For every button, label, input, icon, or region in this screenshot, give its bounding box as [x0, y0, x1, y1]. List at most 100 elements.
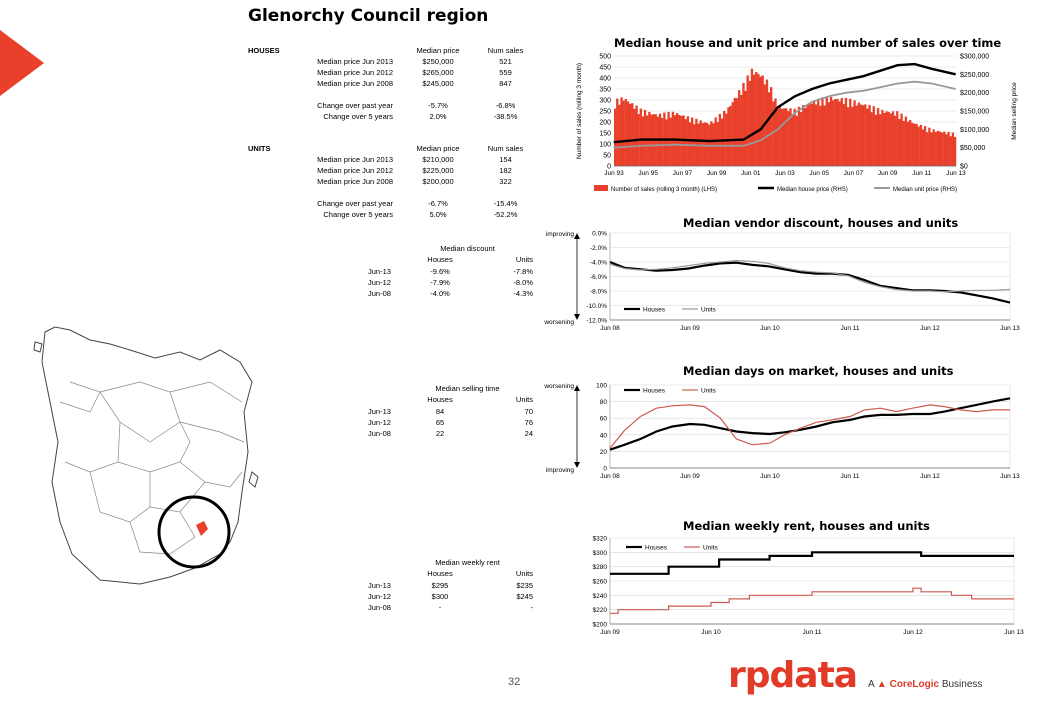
sales-bar	[941, 132, 944, 166]
sales-bar	[827, 102, 831, 166]
y2-tick-label: $100,000	[960, 127, 989, 134]
sales-bar	[789, 108, 792, 166]
sales-bar	[847, 107, 850, 166]
legend-label-units: Units	[701, 307, 717, 314]
houses-row-value1: $250,000	[422, 57, 454, 66]
selling_time_table-row-label: Jun-12	[368, 418, 391, 427]
selling-time-table: Median selling time Houses Units Jun-13 84 70…	[360, 383, 535, 443]
discount_table-row-label: Jun-08	[368, 289, 391, 298]
legend-label-sales: Number of sales (rolling 3 month) (LHS)	[611, 187, 717, 193]
y-tick-label: $280	[593, 564, 608, 571]
selling_time_table-row-value2: 24	[524, 429, 533, 438]
y-tick-label: -2.0%	[590, 245, 607, 252]
sales-bar	[825, 96, 828, 166]
sales-bar	[710, 121, 713, 166]
units-row-value2: 154	[499, 155, 512, 164]
bottom-direction-label: improving	[546, 467, 575, 474]
units-row-label: Median price Jun 2008	[317, 177, 393, 186]
x-tick-label: Jun 11	[912, 170, 931, 177]
sales-bar	[806, 104, 809, 166]
houses-row-label: Median price Jun 2008	[317, 79, 393, 88]
y-tick-label: $320	[593, 536, 608, 543]
sales-bar	[894, 115, 897, 166]
sales-bar	[840, 98, 843, 166]
houses-row-value1: -5.7%	[428, 101, 448, 110]
chart3-svg: 0 20 40 60 80 100 Jun 08 Jun 09 Jun 10 Jun 11 Jun …	[543, 383, 1020, 481]
sales-bar	[900, 113, 903, 166]
sales-bar	[614, 108, 617, 166]
sales-bar	[688, 122, 692, 166]
sales-bar	[945, 134, 948, 166]
accent-triangle	[0, 30, 44, 96]
sales-bar	[868, 105, 871, 166]
units-row-value1: -6.7%	[428, 199, 448, 208]
selling_time_table-row-value1: 22	[435, 429, 445, 438]
selling_time_table-title: Median selling time	[435, 384, 500, 393]
y-tick-label: 350	[599, 87, 611, 94]
sales-bar	[883, 113, 886, 166]
sales-bar	[928, 127, 931, 166]
sales-bar	[881, 109, 884, 166]
y2-tick-label: $300,000	[960, 54, 989, 61]
discount_table-row-value1: -4.0%	[430, 289, 450, 298]
sales-bar	[932, 129, 935, 166]
sales-bar	[834, 98, 837, 166]
y-tick-label: 250	[599, 109, 611, 116]
sales-bar	[913, 123, 916, 166]
sales-bar	[738, 90, 741, 166]
sales-bar	[622, 100, 625, 166]
x-tick-label: Jun 13	[1004, 629, 1024, 636]
arrow-up-icon	[574, 385, 580, 391]
sales-bar	[926, 132, 929, 166]
houses-row-label: Median price Jun 2012	[317, 68, 393, 77]
x-tick-label: Jun 08	[600, 325, 620, 332]
sales-bar	[889, 113, 893, 166]
arrow-up-icon	[574, 233, 580, 239]
island-east	[248, 471, 259, 488]
sales-bar	[691, 117, 694, 166]
chart4-svg: $200 $220 $240 $260 $280 $300 $320 Jun 09 Jun 10…	[593, 536, 1025, 637]
x-tick-label: Jun 97	[673, 170, 693, 177]
sales-bar	[804, 108, 807, 166]
legend-label-house: Median house price (RHS)	[777, 187, 848, 193]
sales-bar	[703, 122, 707, 166]
sales-bar	[712, 123, 715, 166]
y-tick-label: 0	[607, 164, 611, 171]
sales-bar	[853, 100, 856, 166]
x-tick-label: Jun 13	[946, 170, 966, 177]
sales-bar	[812, 100, 816, 166]
sales-bar	[864, 104, 867, 166]
sales-bar	[776, 109, 779, 166]
y-tick-label: -12.0%	[586, 318, 607, 325]
x-tick-label: Jun 13	[1000, 473, 1020, 480]
chart3-title: Median days on market, houses and units	[683, 364, 954, 378]
sales-bar	[755, 72, 758, 166]
sales-bar	[767, 92, 771, 166]
chart4-title: Median weekly rent, houses and units	[683, 519, 930, 533]
discount_table-row-value1: -9.6%	[430, 267, 450, 276]
rent_table-row-value1: $295	[431, 581, 449, 590]
x-tick-label: Jun 10	[760, 325, 780, 332]
region-circle	[157, 495, 231, 569]
houses-row-value1: $245,000	[422, 79, 454, 88]
sales-bar	[842, 104, 846, 166]
houses-row-value2: -6.8%	[495, 101, 516, 110]
rent_table-row-value1: $300	[431, 592, 449, 601]
x-tick-label: Jun 12	[903, 629, 923, 636]
units-row-value1: $225,000	[422, 166, 454, 175]
x-tick-label: Jun 03	[775, 170, 795, 177]
sales-bar	[780, 108, 784, 166]
sales-bar	[879, 114, 882, 166]
sales-bar	[876, 108, 880, 166]
selling_time_table-col2-header: Units	[515, 395, 533, 404]
sales-bar	[669, 117, 672, 166]
series-line-houses	[610, 551, 1014, 575]
sales-bar	[817, 98, 820, 166]
y2-tick-label: $250,000	[960, 72, 989, 79]
sales-bar	[629, 103, 632, 166]
sales-bar	[915, 123, 918, 166]
rpdata-logo: rpdata	[728, 655, 858, 696]
sales-bar	[733, 97, 737, 166]
sales-bar	[641, 116, 645, 166]
y2-axis-label: Median selling price	[1011, 82, 1018, 140]
